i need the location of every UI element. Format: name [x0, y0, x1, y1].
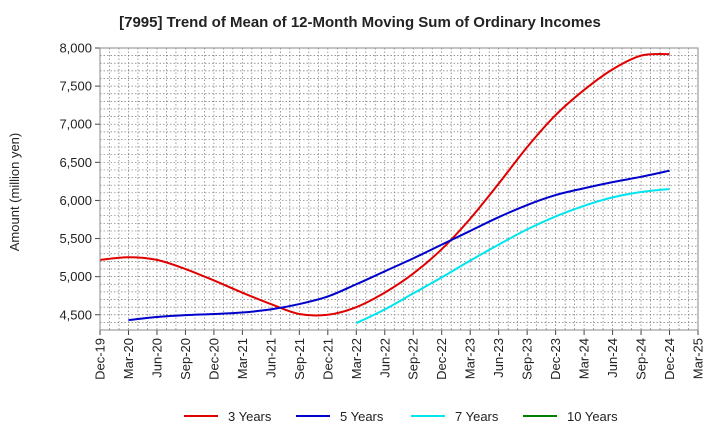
x-tick-label: Jun-23	[491, 338, 506, 378]
x-tick-label: Dec-20	[206, 338, 221, 380]
x-tick-label: Dec-21	[320, 338, 335, 380]
x-tick-label: Mar-21	[235, 338, 250, 379]
y-tick-label: 6,500	[59, 155, 92, 170]
legend-label: 5 Years	[340, 408, 384, 424]
x-tick-label: Dec-19	[93, 338, 108, 380]
y-axis-label: Amount (million yen)	[7, 133, 22, 252]
x-tick-label: Mar-22	[349, 338, 364, 379]
x-tick-label: Jun-21	[263, 338, 278, 378]
grid	[99, 47, 699, 331]
series-line-7-years	[355, 188, 670, 325]
legend: 3 Years 5 Years 7 Years 10 Years	[0, 404, 720, 428]
x-tick-label: Dec-23	[548, 338, 563, 380]
x-tick-label: Jun-22	[377, 338, 392, 378]
x-tick-label: Dec-24	[662, 338, 677, 380]
x-tick-label: Sep-23	[520, 338, 535, 380]
y-tick-label: 7,500	[59, 79, 92, 94]
x-tick-label: Mar-25	[691, 338, 706, 379]
plot-frame	[99, 47, 699, 331]
y-tick-label: 5,500	[59, 231, 92, 246]
line-chart: 4,500 5,000 5,500 6,000 6,500 7,000 7,500 8,000…	[7, 41, 706, 380]
legend-label: 10 Years	[567, 408, 618, 424]
series-line-5-years	[128, 169, 670, 322]
y-tick-label: 4,500	[59, 307, 92, 322]
series-line-3-years	[99, 53, 670, 317]
legend-label: 7 Years	[455, 408, 499, 424]
x-tick-label: Sep-22	[406, 338, 421, 380]
legend-item: 3 Years	[184, 404, 271, 428]
x-tick-label: Sep-24	[634, 338, 649, 380]
series-lines	[99, 53, 670, 325]
y-axis: 4,500 5,000 5,500 6,000 6,500 7,000 7,500 8,000	[59, 41, 100, 322]
x-tick-label: Mar-24	[577, 338, 592, 379]
y-tick-label: 8,000	[59, 41, 92, 56]
x-tick-label: Dec-22	[434, 338, 449, 380]
legend-label: 3 Years	[228, 408, 272, 424]
x-tick-label: Jun-20	[149, 338, 164, 378]
x-tick-label: Sep-20	[178, 338, 193, 380]
x-tick-label: Mar-20	[121, 338, 136, 379]
x-tick-label: Mar-23	[463, 338, 478, 379]
y-tick-label: 6,000	[59, 193, 92, 208]
legend-item: 10 Years	[523, 404, 618, 428]
chart-title: [7995] Trend of Mean of 12-Month Moving …	[119, 14, 601, 31]
legend-swatch	[184, 415, 218, 417]
legend-item: 5 Years	[296, 404, 383, 428]
x-tick-label: Sep-21	[292, 338, 307, 380]
legend-swatch	[296, 415, 330, 417]
y-tick-label: 7,000	[59, 117, 92, 132]
x-axis: Dec-19 Mar-20 Jun-20 Sep-20 Dec-20 Mar-21 Jun-…	[93, 330, 706, 380]
legend-swatch	[411, 415, 445, 417]
y-tick-label: 5,000	[59, 269, 92, 284]
legend-swatch	[523, 415, 557, 417]
legend-item: 7 Years	[411, 404, 498, 428]
x-tick-label: Jun-24	[605, 338, 620, 378]
